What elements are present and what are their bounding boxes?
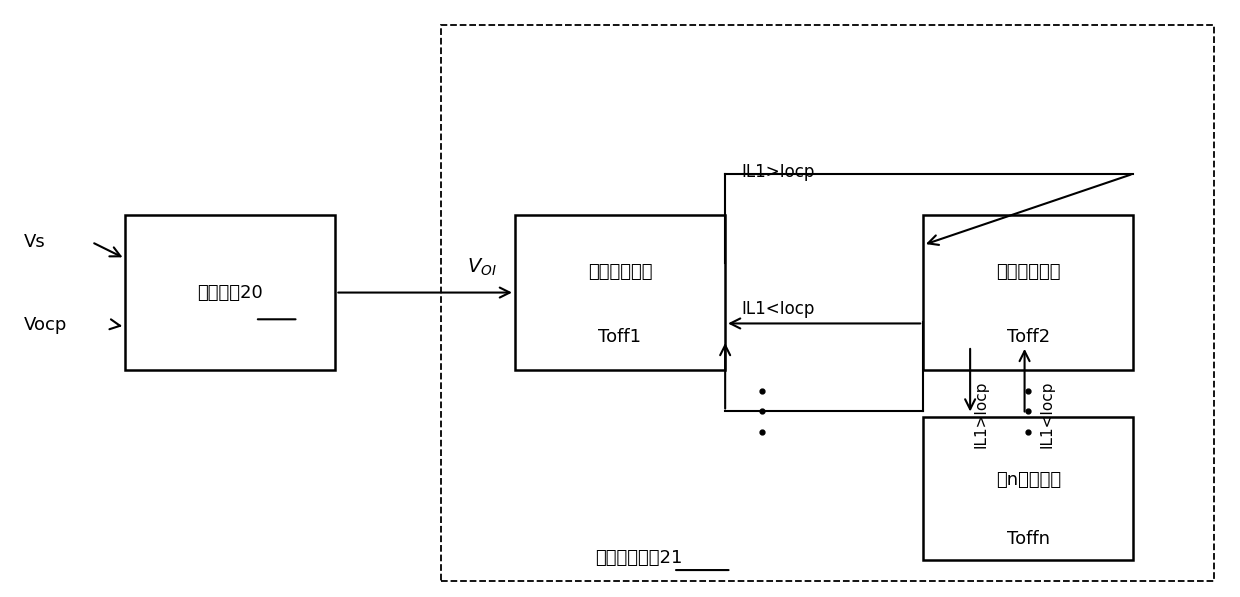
Bar	[923, 216, 1133, 370]
Text: Toff1: Toff1	[599, 328, 641, 346]
Text: Vocp: Vocp	[24, 316, 67, 334]
Text: IL1>Iocp: IL1>Iocp	[742, 163, 815, 181]
Text: IL1<Iocp: IL1<Iocp	[1039, 381, 1054, 448]
Text: 状态切换电路21: 状态切换电路21	[595, 549, 682, 567]
Text: 比较电路20: 比较电路20	[197, 284, 263, 301]
Text: 第n工作状态: 第n工作状态	[996, 471, 1061, 489]
Text: IL1<Iocp: IL1<Iocp	[742, 300, 815, 318]
Bar	[125, 216, 336, 370]
Bar	[440, 25, 1214, 581]
Bar	[923, 417, 1133, 560]
Text: Toffn: Toffn	[1007, 530, 1050, 548]
Text: Toff2: Toff2	[1007, 328, 1050, 346]
Text: IL1>Iocp: IL1>Iocp	[973, 381, 988, 448]
Text: 第一工作状态: 第一工作状态	[588, 263, 652, 281]
Text: 第二工作状态: 第二工作状态	[996, 263, 1060, 281]
Bar	[515, 216, 725, 370]
Text: Vs: Vs	[24, 233, 46, 251]
Text: $V_{OI}$: $V_{OI}$	[466, 256, 496, 278]
